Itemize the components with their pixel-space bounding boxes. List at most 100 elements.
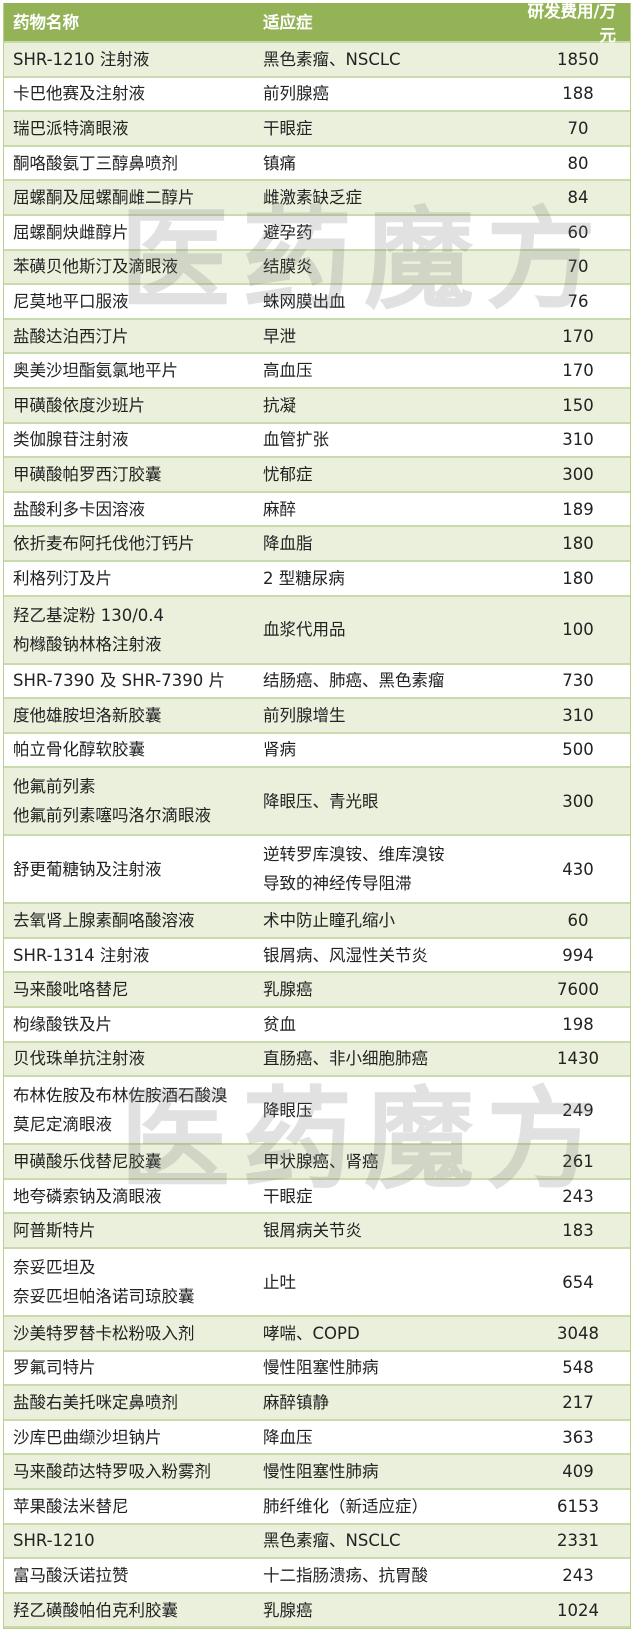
drug-name-cell: 沙库巴曲缬沙坦钠片 (4, 1423, 256, 1452)
indication-cell: 麻醉 (256, 495, 506, 524)
cost-cell: 80 (567, 153, 589, 173)
drug-name-cell: 去氧肾上腺素酮咯酸溶液 (4, 906, 256, 935)
drug-name-cell-line: 屈螺酮及屈螺酮雌二醇片 (13, 188, 195, 208)
table-row: 罗氟司特片 慢性阻塞性肺病 548 (4, 1351, 630, 1387)
drug-name-cell: 卡巴他赛及注射液 (4, 79, 256, 108)
table-row: 甲磺酸帕罗西汀胶囊 忧郁症 300 (4, 458, 630, 493)
indication-cell-line: 干眼症 (263, 118, 313, 138)
cost-cell: 100 (562, 620, 594, 639)
indication-cell-line: 降血压 (263, 1427, 313, 1447)
drug-name-cell: 盐酸达泊西汀片 (4, 322, 256, 351)
drug-name-cell: 贝伐珠单抗注射液 (4, 1044, 256, 1073)
cost-cell: 430 (562, 859, 594, 879)
drug-name-cell-line: 莫尼定滴眼液 (13, 1115, 112, 1135)
indication-cell-line: 干眼症 (263, 1186, 313, 1206)
drug-name-cell: 羟乙基淀粉 130/0.4 枸橼酸钠林格注射液 (4, 601, 256, 659)
drug-name-cell: 马来酸茚达特罗吸入粉雾剂 (4, 1457, 256, 1486)
table-row: 度他雄胺坦洛新胶囊 前列腺增生 310 (4, 699, 630, 734)
cost-cell: 300 (562, 791, 594, 811)
drug-name-cell-line: 马来酸茚达特罗吸入粉雾剂 (13, 1462, 211, 1482)
drug-name-cell: 盐酸利多卡因溶液 (4, 495, 256, 524)
indication-cell-line: 直肠癌、非小细胞肺癌 (263, 1049, 428, 1069)
indication-cell-line: 抗凝 (263, 395, 296, 415)
indication-cell: 贫血 (256, 1010, 506, 1039)
indication-cell: 术中防止瞳孔缩小 (256, 906, 506, 935)
cost-cell: 150 (562, 395, 594, 415)
table-row: 屈螺酮及屈螺酮雌二醇片 雌激素缺乏症 84 (4, 181, 630, 216)
table-row: 沙美特罗替卡松粉吸入剂 哮喘、COPD 3048 (4, 1317, 630, 1352)
drug-name-cell-line: 马来酸吡咯替尼 (13, 980, 129, 1000)
cost-cell: 183 (562, 1221, 594, 1241)
drug-name-cell-line: 罗氟司特片 (13, 1358, 96, 1378)
indication-cell: 直肠癌、非小细胞肺癌 (256, 1044, 506, 1073)
table-row: SHR-1210 黑色素瘤、NSCLC 2331 (4, 1524, 630, 1560)
drug-name-cell: 苯磺贝他斯汀及滴眼液 (4, 252, 256, 281)
indication-cell: 乳腺癌 (256, 1596, 506, 1625)
drug-name-cell-line: 枸橼酸钠林格注射液 (13, 634, 162, 654)
drug-name-cell: 富马酸沃诺拉赞 (4, 1561, 256, 1590)
drug-name-cell: SHR-1314 注射液 (4, 941, 256, 970)
table-row: 盐酸利多卡因溶液 麻醉 189 (4, 492, 630, 528)
indication-cell-line: 甲状腺癌、肾癌 (263, 1152, 379, 1172)
table-row: SHR-1210 注射液 黑色素瘤、NSCLC 1850 (4, 43, 630, 78)
table-row: 去氧肾上腺素酮咯酸溶液 术中防止瞳孔缩小 60 (4, 904, 630, 939)
indication-cell-line: 麻醉 (263, 499, 296, 519)
indication-cell-line: 十二指肠溃疡、抗胃酸 (263, 1565, 428, 1585)
table-row: 沙库巴曲缬沙坦钠片 降血压 363 (4, 1420, 630, 1456)
drug-name-cell: 度他雄胺坦洛新胶囊 (4, 701, 256, 730)
drug-name-cell: 布林佐胺及布林佐胺酒石酸溴 莫尼定滴眼液 (4, 1081, 256, 1139)
drug-cost-table: 药物名称 适应症 研发费用/万元 SHR-1210 注射液 黑色素瘤、NSCLC 1… (3, 2, 631, 1629)
cost-cell: 994 (562, 945, 594, 965)
table-row: 瑞巴派特滴眼液 干眼症 70 (4, 112, 630, 147)
drug-name-cell-line: 去氧肾上腺素酮咯酸溶液 (13, 911, 195, 931)
cost-cell: 409 (562, 1462, 594, 1482)
drug-name-cell: 帕立骨化醇软胶囊 (4, 735, 256, 764)
drug-name-cell: 阿普斯特片 (4, 1216, 256, 1245)
indication-cell: 银屑病关节炎 (256, 1216, 506, 1245)
drug-name-cell: 沙美特罗替卡松粉吸入剂 (4, 1319, 256, 1348)
drug-name-cell: 甲磺酸依度沙班片 (4, 391, 256, 420)
indication-cell-line: 避孕药 (263, 222, 313, 242)
drug-name-cell-line: 羟乙磺酸帕伯克利胶囊 (13, 1600, 178, 1620)
header-drug-name: 药物名称 (13, 12, 79, 32)
indication-cell: 血管扩张 (256, 425, 506, 454)
drug-name-cell-line: 帕立骨化醇软胶囊 (13, 740, 145, 760)
indication-cell-line: 早泄 (263, 326, 296, 346)
table-row: 类伽腺苷注射液 血管扩张 310 (4, 423, 630, 459)
drug-name-cell-line: 沙库巴曲缬沙坦钠片 (13, 1427, 162, 1447)
drug-name-cell-line: 地夸磷索钠及滴眼液 (13, 1186, 162, 1206)
cost-cell: 6153 (557, 1496, 599, 1516)
drug-name-cell: 奥美沙坦酯氨氯地平片 (4, 356, 256, 385)
table-row: 布林佐胺及布林佐胺酒石酸溴 莫尼定滴眼液 降眼压 249 (4, 1077, 630, 1146)
drug-name-cell-line: SHR-1314 注射液 (13, 945, 150, 965)
drug-name-cell: SHR-7390 及 SHR-7390 片 (4, 666, 256, 695)
cost-cell: 70 (567, 257, 589, 277)
indication-cell-line: 降血脂 (263, 534, 313, 554)
drug-name-cell-line: 他氟前列素 (13, 777, 96, 797)
cost-cell: 654 (562, 1272, 594, 1292)
indication-cell: 慢性阻塞性肺病 (256, 1457, 506, 1486)
cost-cell: 243 (562, 1565, 594, 1585)
indication-cell-line: 前列腺增生 (263, 705, 346, 725)
drug-name-cell: 尼莫地平口服液 (4, 287, 256, 316)
drug-name-cell: 屈螺酮及屈螺酮雌二醇片 (4, 183, 256, 212)
indication-cell: 干眼症 (256, 1182, 506, 1211)
cost-cell: 730 (562, 671, 594, 691)
indication-cell: 降血压 (256, 1423, 506, 1452)
indication-cell: 高血压 (256, 356, 506, 385)
cost-cell: 1024 (557, 1600, 599, 1620)
indication-cell: 黑色素瘤、NSCLC (256, 1526, 506, 1555)
table-row: 马来酸吡咯替尼 乳腺癌 7600 (4, 973, 630, 1009)
drug-name-cell: 酮咯酸氨丁三醇鼻喷剂 (4, 149, 256, 178)
drug-name-cell-line: 屈螺酮炔雌醇片 (13, 222, 129, 242)
drug-name-cell-line: SHR-1210 (13, 1531, 95, 1551)
cost-cell: 1430 (557, 1049, 599, 1069)
indication-cell: 避孕药 (256, 218, 506, 247)
cost-cell: 363 (562, 1427, 594, 1447)
cost-cell: 548 (562, 1358, 594, 1378)
cost-cell: 300 (562, 464, 594, 484)
drug-name-cell-line: 布林佐胺及布林佐胺酒石酸溴 (13, 1086, 228, 1106)
indication-cell: 早泄 (256, 322, 506, 351)
indication-cell: 麻醉镇静 (256, 1388, 506, 1417)
table-row: 甲磺酸乐伐替尼胶囊 甲状腺癌、肾癌 261 (4, 1145, 630, 1180)
